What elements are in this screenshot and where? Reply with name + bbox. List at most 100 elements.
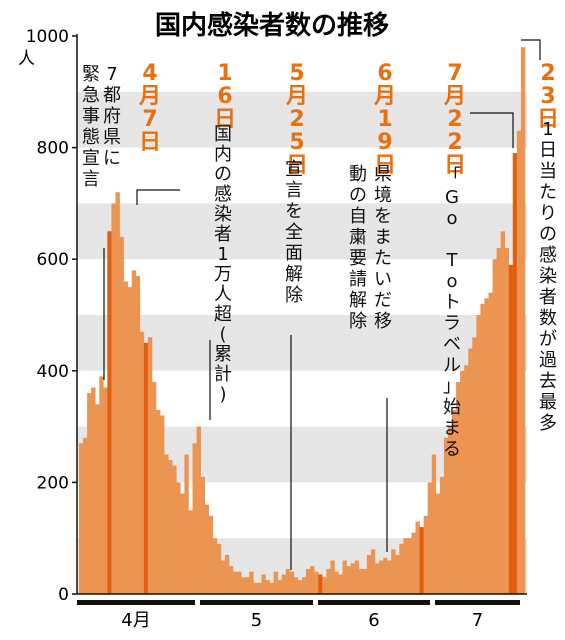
x-axis: 4月 5 6 7 [77,600,520,631]
svg-text:日: 日 [444,153,466,178]
month-label-0: 4月 [121,610,150,631]
svg-text:当: 当 [539,161,557,182]
leader-line-1 [136,189,180,205]
bar-42 [249,571,254,594]
bar-8 [111,203,116,594]
svg-text:者: 者 [214,224,232,245]
svg-text:日: 日 [374,153,396,178]
bar-78 [395,554,400,594]
bar-21 [164,454,169,594]
y-axis-unit: 人 [18,49,35,69]
bar-2 [87,393,92,594]
svg-text:6: 6 [377,61,392,86]
bar-53 [293,577,299,594]
month-label-1: 5 [251,610,262,631]
bar-46 [265,580,270,594]
bar-93 [456,381,461,594]
svg-text:県: 県 [103,127,121,148]
svg-text:超: 超 [214,304,232,325]
bar-55 [302,577,307,594]
month-label-3: 7 [472,610,483,631]
svg-text:2: 2 [289,107,304,132]
svg-text:感: 感 [539,245,557,266]
bar-88 [435,493,441,594]
svg-text:国: 国 [214,124,232,145]
svg-text:言: 言 [285,180,303,201]
bar-102 [492,259,497,594]
month-segment-3 [435,600,520,605]
bar-65 [342,560,347,594]
bar-90 [443,437,449,594]
svg-text:月: 月 [443,84,466,109]
bar-23 [172,465,177,594]
bar-34 [216,543,222,594]
svg-text:境: 境 [374,185,392,206]
svg-text:要: 要 [349,248,367,269]
month-segment-2 [318,600,430,605]
bar-83 [415,521,420,594]
svg-text:」: 」 [443,376,461,397]
svg-text:が: が [539,329,557,350]
bar-79 [399,543,404,594]
svg-text:日: 日 [139,130,161,155]
bar-19 [156,409,161,594]
svg-text:全: 全 [285,222,303,243]
bar-96 [468,348,473,594]
y-tick-label-5: 1000 [26,27,69,47]
svg-text:始: 始 [443,397,461,418]
bar-9 [115,192,120,595]
bar-61 [326,568,331,594]
marker-jul23-bar [512,153,517,594]
svg-text:7: 7 [447,61,462,86]
bar-92 [452,409,457,594]
svg-text:解: 解 [285,264,303,285]
svg-text:い: い [374,269,392,290]
bar-99 [480,303,485,594]
bar-63 [334,571,339,594]
bar-11 [123,281,128,594]
svg-text:9: 9 [377,130,392,155]
bar-74 [379,560,384,594]
bar-37 [229,566,234,594]
svg-text:7: 7 [142,107,157,132]
svg-text:事: 事 [82,106,100,127]
bar-40 [241,577,246,594]
bar-4 [95,404,100,594]
bar-14 [135,275,141,594]
bar-87 [431,454,437,594]
bar-6 [103,387,108,594]
bar-109 [520,47,526,595]
svg-text:急: 急 [82,85,100,106]
svg-text:万: 万 [214,264,232,285]
bar-31 [204,504,210,594]
bar-103 [496,248,501,595]
svg-text:移: 移 [374,311,392,332]
bar-98 [476,315,481,594]
bar-54 [297,580,303,594]
bar-28 [192,443,197,594]
svg-text:2: 2 [447,107,462,132]
svg-text:o: o [446,271,457,292]
bar-100 [484,298,489,594]
svg-text:り: り [539,203,557,224]
svg-text:多: 多 [539,413,557,434]
svg-text:計: 計 [214,364,232,385]
bar-15 [139,331,145,594]
y-tick-label-4: 800 [37,139,69,159]
bar-24 [176,482,181,594]
bar-52 [289,571,295,594]
bar-27 [188,510,193,594]
bar-49 [277,580,283,594]
bar-60 [322,577,327,594]
marker-jun19-bar [419,527,424,594]
svg-text:を: を [374,206,392,227]
bar-91 [447,426,453,594]
bar-70 [362,568,368,594]
y-axis: 0 200 400 600 800 1000 [26,27,527,605]
svg-text:o: o [446,208,457,229]
svg-text:ト: ト [443,292,461,313]
